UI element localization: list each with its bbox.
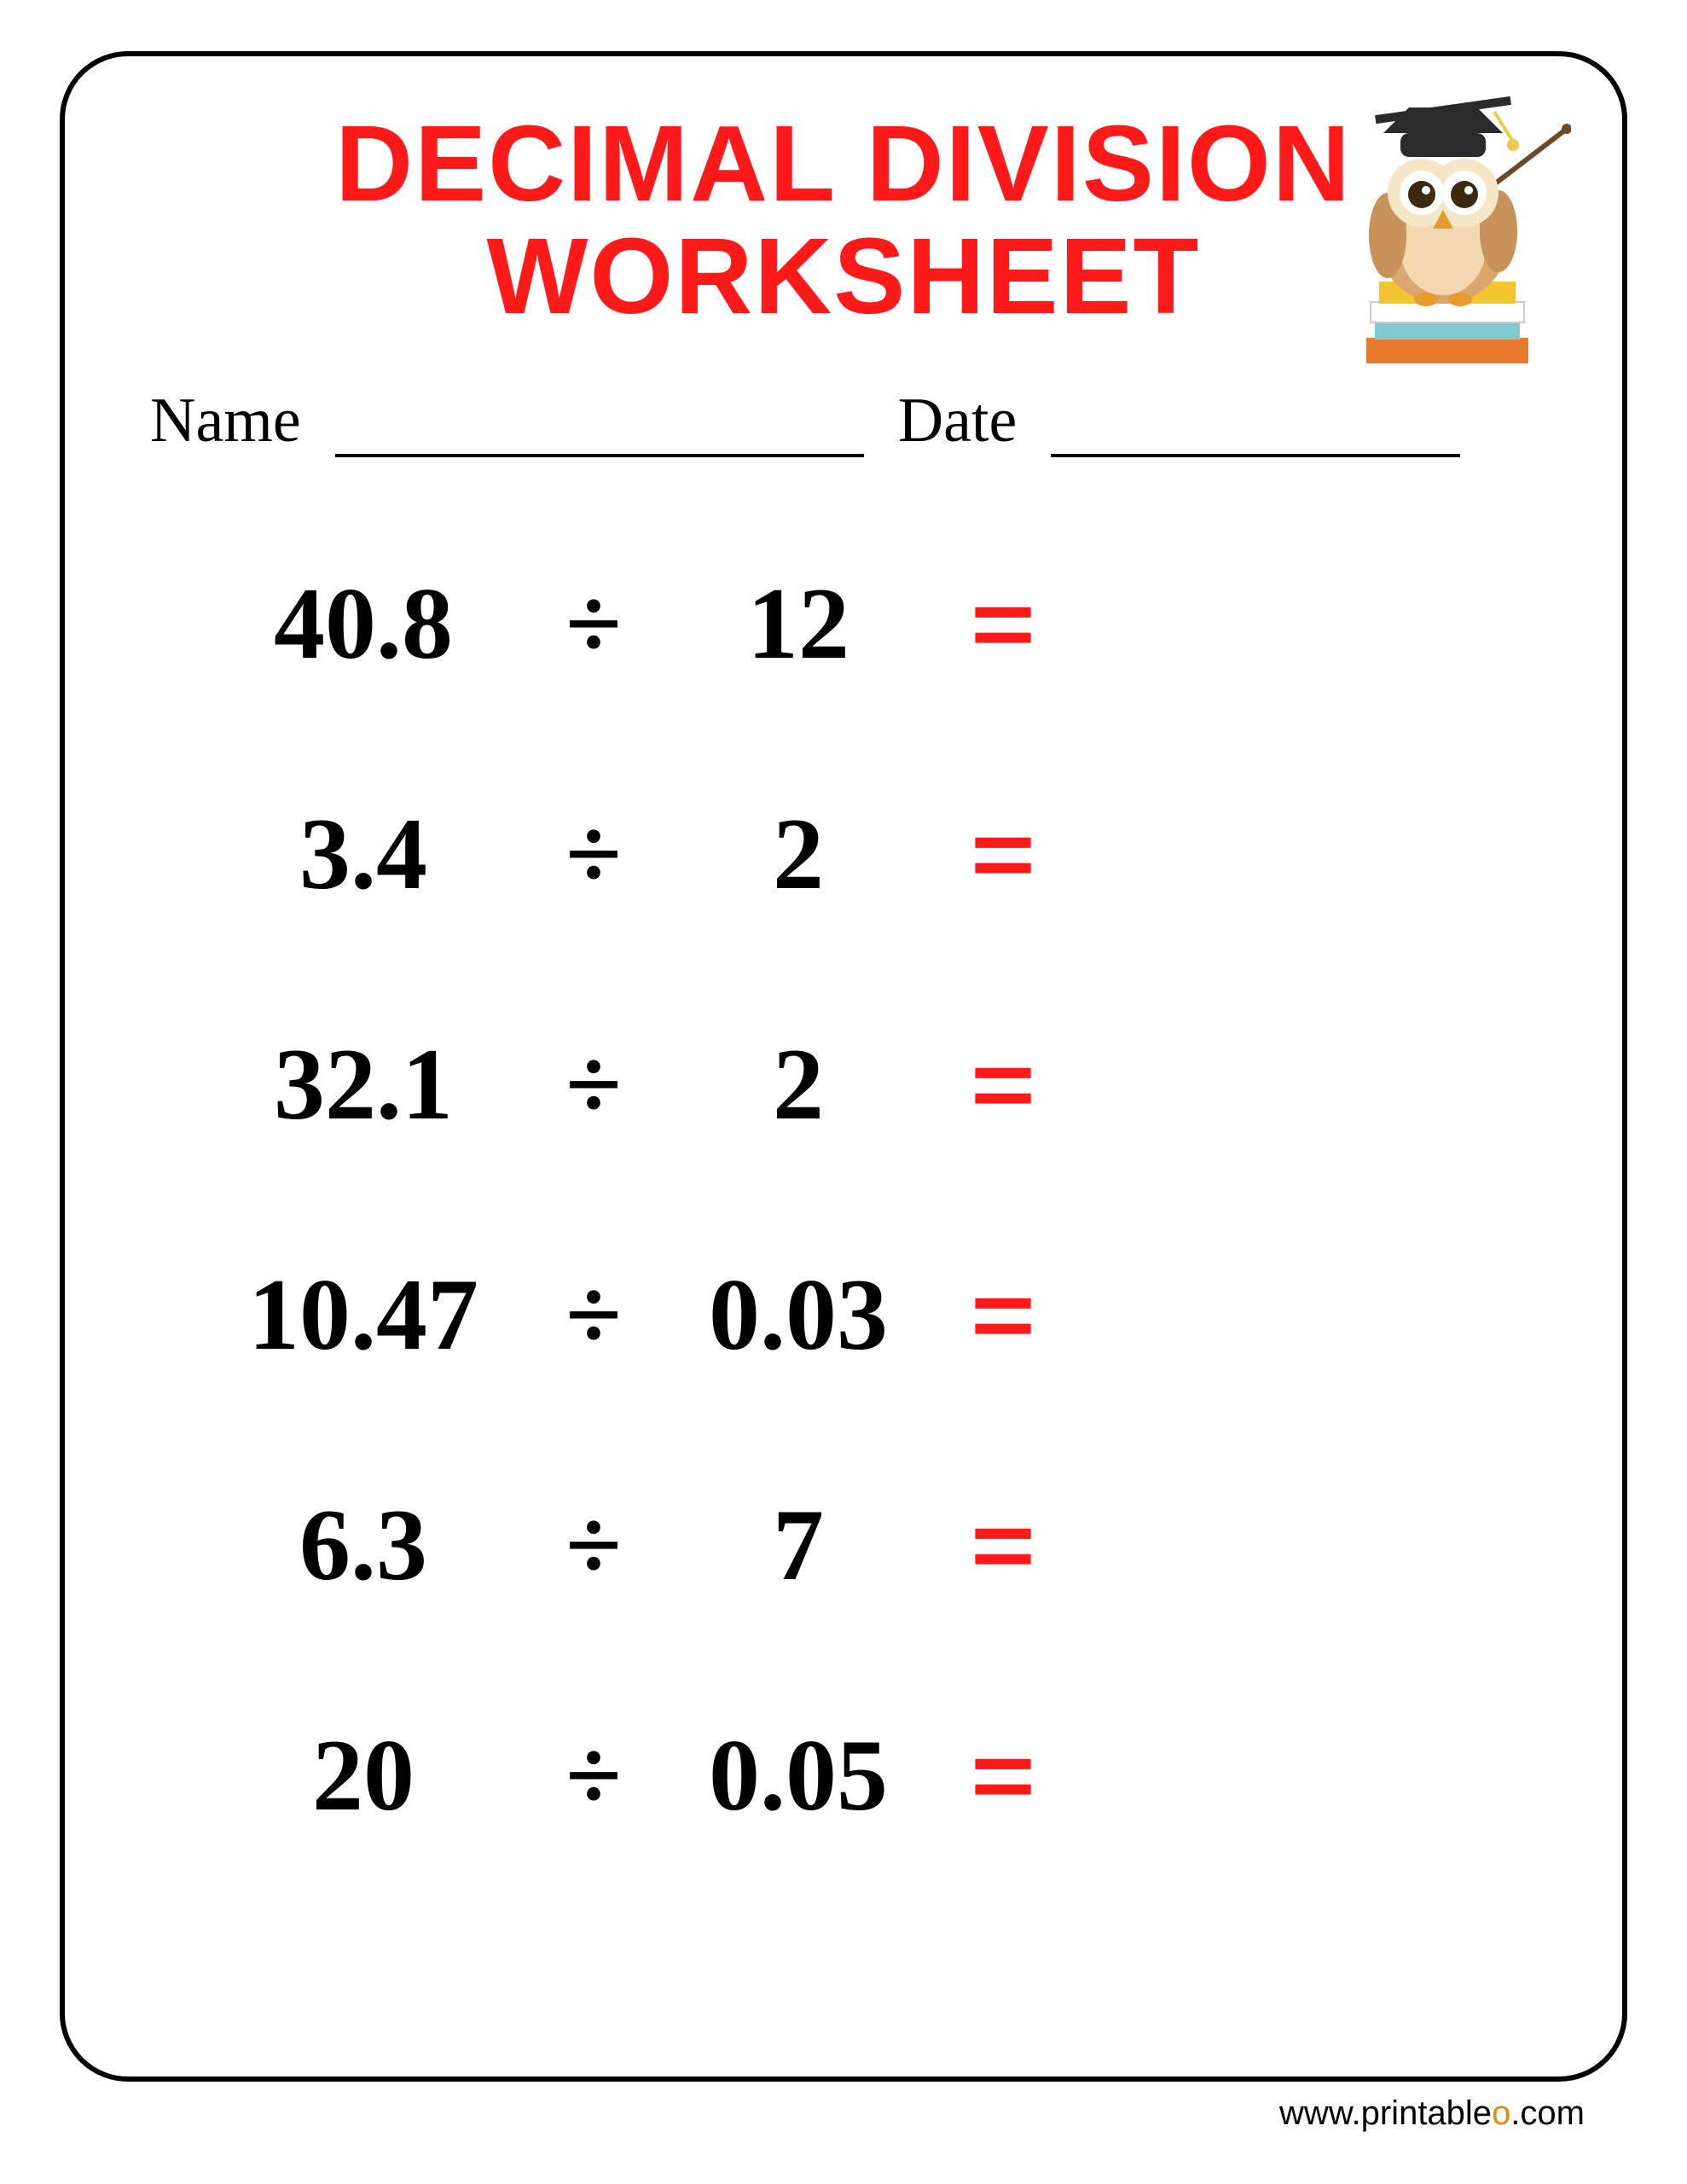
division-icon: ÷ — [525, 1724, 662, 1827]
division-icon: ÷ — [525, 1263, 662, 1366]
equals-icon: = — [935, 799, 1071, 909]
problems-list: 40.8 ÷ 12 = 3.4 ÷ 2 = 32.1 ÷ 2 = 10.47 ÷… — [133, 560, 1554, 1839]
footer-accent: o — [1492, 2094, 1510, 2132]
date-input-line[interactable] — [1051, 406, 1460, 457]
dividend: 3.4 — [201, 795, 525, 913]
problem-row: 40.8 ÷ 12 = — [201, 560, 1520, 688]
problem-row: 6.3 ÷ 7 = — [201, 1481, 1520, 1609]
divisor: 2 — [662, 795, 935, 913]
owl-illustration — [1315, 82, 1571, 389]
name-input-line[interactable] — [335, 406, 864, 457]
equals-icon: = — [935, 1030, 1071, 1139]
name-label: Name — [150, 385, 301, 457]
date-label: Date — [898, 385, 1017, 457]
divisor: 7 — [662, 1486, 935, 1604]
dividend: 32.1 — [201, 1025, 525, 1143]
dividend: 10.47 — [201, 1256, 525, 1374]
division-icon: ÷ — [525, 1494, 662, 1596]
division-icon: ÷ — [525, 1033, 662, 1136]
worksheet-page: DECIMAL DIVISION WORKSHEET Name Date 40.… — [60, 51, 1627, 2082]
division-icon: ÷ — [525, 572, 662, 675]
footer-url: www.printableo.com — [1279, 2094, 1585, 2133]
divisor: 2 — [662, 1025, 935, 1143]
info-fields: Name Date — [150, 385, 1537, 457]
problem-row: 20 ÷ 0.05 = — [201, 1711, 1520, 1839]
footer-prefix: www.printable — [1279, 2094, 1492, 2132]
divisor: 0.05 — [662, 1716, 935, 1834]
problem-row: 3.4 ÷ 2 = — [201, 790, 1520, 918]
title-line-2: WORKSHEET — [487, 216, 1201, 336]
title-line-1: DECIMAL DIVISION — [335, 103, 1352, 224]
problem-row: 10.47 ÷ 0.03 = — [201, 1251, 1520, 1379]
equals-icon: = — [935, 569, 1071, 678]
dividend: 20 — [201, 1716, 525, 1834]
dividend: 40.8 — [201, 565, 525, 682]
divisor: 12 — [662, 565, 935, 682]
equals-icon: = — [935, 1490, 1071, 1600]
problem-row: 32.1 ÷ 2 = — [201, 1020, 1520, 1148]
equals-icon: = — [935, 1721, 1071, 1830]
footer-suffix: .com — [1510, 2094, 1585, 2132]
equals-icon: = — [935, 1260, 1071, 1369]
divisor: 0.03 — [662, 1256, 935, 1374]
division-icon: ÷ — [525, 803, 662, 905]
dividend: 6.3 — [201, 1486, 525, 1604]
